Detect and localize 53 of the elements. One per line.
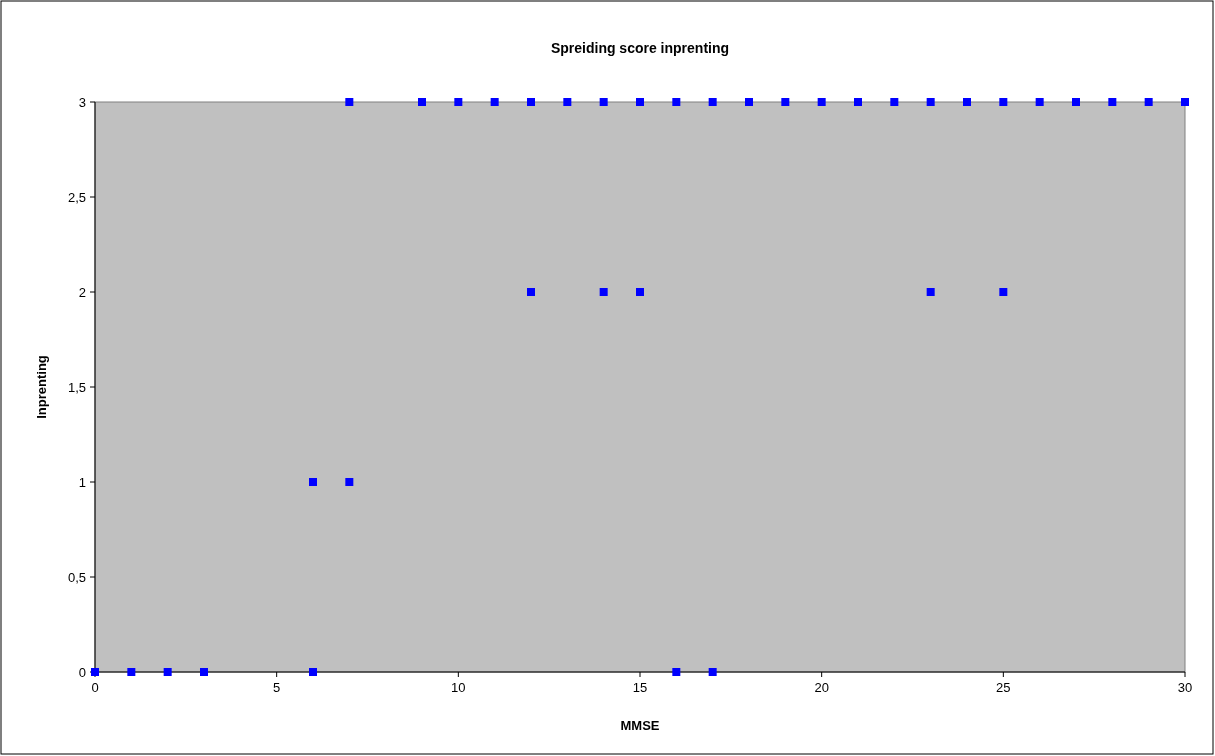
y-tick-label: 2 [78,284,86,300]
point [345,98,354,106]
y-tick-label: 3 [78,94,86,110]
point [636,98,644,106]
chart-title: Spreiding score inprenting [550,40,730,56]
point [963,98,971,106]
point [926,98,935,106]
y-axis-title: Inprenting [34,355,49,419]
point [817,98,826,106]
point [854,98,862,106]
point [781,98,790,106]
point [636,288,644,296]
point [890,98,899,106]
point [1035,98,1044,106]
point [563,98,572,106]
x-tick-label: 10 [451,680,466,695]
point [926,288,935,296]
point [1108,98,1117,106]
y-tick-label: 0 [78,664,86,680]
point [599,98,608,106]
point [345,478,354,486]
x-tick-label: 30 [1177,680,1193,695]
y-tick-label: 1 [78,474,86,490]
y-tick-label: 0,5 [67,569,86,585]
point [672,98,681,106]
x-tick-label: 25 [996,680,1011,695]
point [1181,98,1189,106]
point [127,668,136,676]
point [999,288,1008,296]
point [454,98,463,106]
point [200,668,208,676]
point [672,668,681,676]
point [527,288,535,296]
point [599,288,608,296]
point [418,98,426,106]
y-tick-label: 2,5 [67,189,86,205]
x-tick-label: 15 [632,680,648,695]
point [309,478,317,486]
point [999,98,1008,106]
point [309,668,317,676]
y-tick-label: 1,5 [67,379,86,395]
point [708,98,717,106]
point [527,98,535,106]
x-axis-title: MMSE [620,718,660,733]
x-tick-label: 0 [91,680,99,695]
point [1144,98,1153,106]
point [490,98,499,106]
x-tick-label: 5 [273,680,281,695]
point [708,668,717,676]
point [1072,98,1080,106]
point [163,668,172,676]
point [745,98,753,106]
x-tick-label: 20 [814,680,829,695]
